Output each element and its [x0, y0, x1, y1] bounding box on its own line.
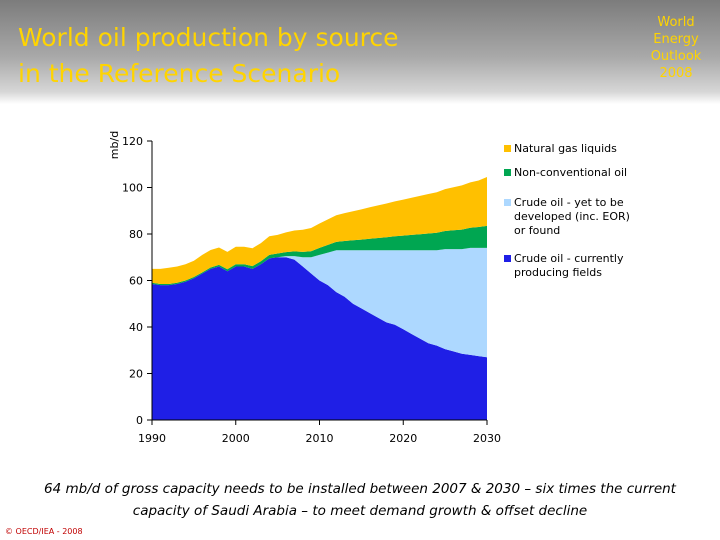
y-tick-label: 80: [129, 228, 143, 241]
x-tick-label: 1990: [138, 432, 166, 445]
y-axis-label: mb/d: [108, 131, 121, 159]
y-tick-label: 0: [136, 414, 143, 427]
caption: 64 mb/d of gross capacity needs to be in…: [0, 478, 720, 522]
legend-label-3: Crude oil - yet to be developed (inc. EOR…: [514, 196, 630, 237]
y-tick-label: 100: [122, 182, 143, 195]
legend-swatch-3: [504, 199, 511, 206]
weo-badge: World Energy Outlook 2008: [650, 15, 702, 81]
legend-label-4: Crude oil - currently producing fields: [514, 252, 624, 279]
copyright-notice: © OECD/IEA - 2008: [5, 527, 83, 536]
y-tick-label: 60: [129, 275, 143, 288]
x-tick-label: 2030: [473, 432, 501, 445]
caption-line-1: 64 mb/d of gross capacity needs to be in…: [44, 481, 676, 497]
area-series-2: [152, 247, 487, 358]
area-series-1: [152, 257, 487, 420]
chart-legend: Natural gas liquids Non-conventional oil C…: [504, 142, 630, 279]
x-tick-label: 2000: [222, 432, 250, 445]
header-bar: World oil production by source in the Re…: [0, 0, 720, 104]
y-tick-label: 20: [129, 368, 143, 381]
y-tick-label: 40: [129, 321, 143, 334]
chart-axes: 0 20 40 60 80 100 120 1990 2000 2010 2020 2030 mb/d: [108, 131, 501, 445]
caption-line-2: capacity of Saudi Arabia – to meet deman…: [132, 503, 588, 519]
legend-label-2: Non-conventional oil: [514, 166, 627, 179]
area-series-3: [152, 225, 487, 286]
x-tick-label: 2010: [306, 432, 334, 445]
legend-label-1: Natural gas liquids: [514, 142, 617, 155]
legend-swatch-4: [504, 255, 511, 262]
chart-areas: [152, 177, 487, 420]
legend-swatch-1: [504, 145, 511, 152]
legend-swatch-2: [504, 169, 511, 176]
x-tick-label: 2020: [389, 432, 417, 445]
y-tick-label: 120: [122, 135, 143, 148]
area-series-4: [152, 177, 487, 284]
page-title: World oil production by source in the Re…: [18, 23, 399, 88]
